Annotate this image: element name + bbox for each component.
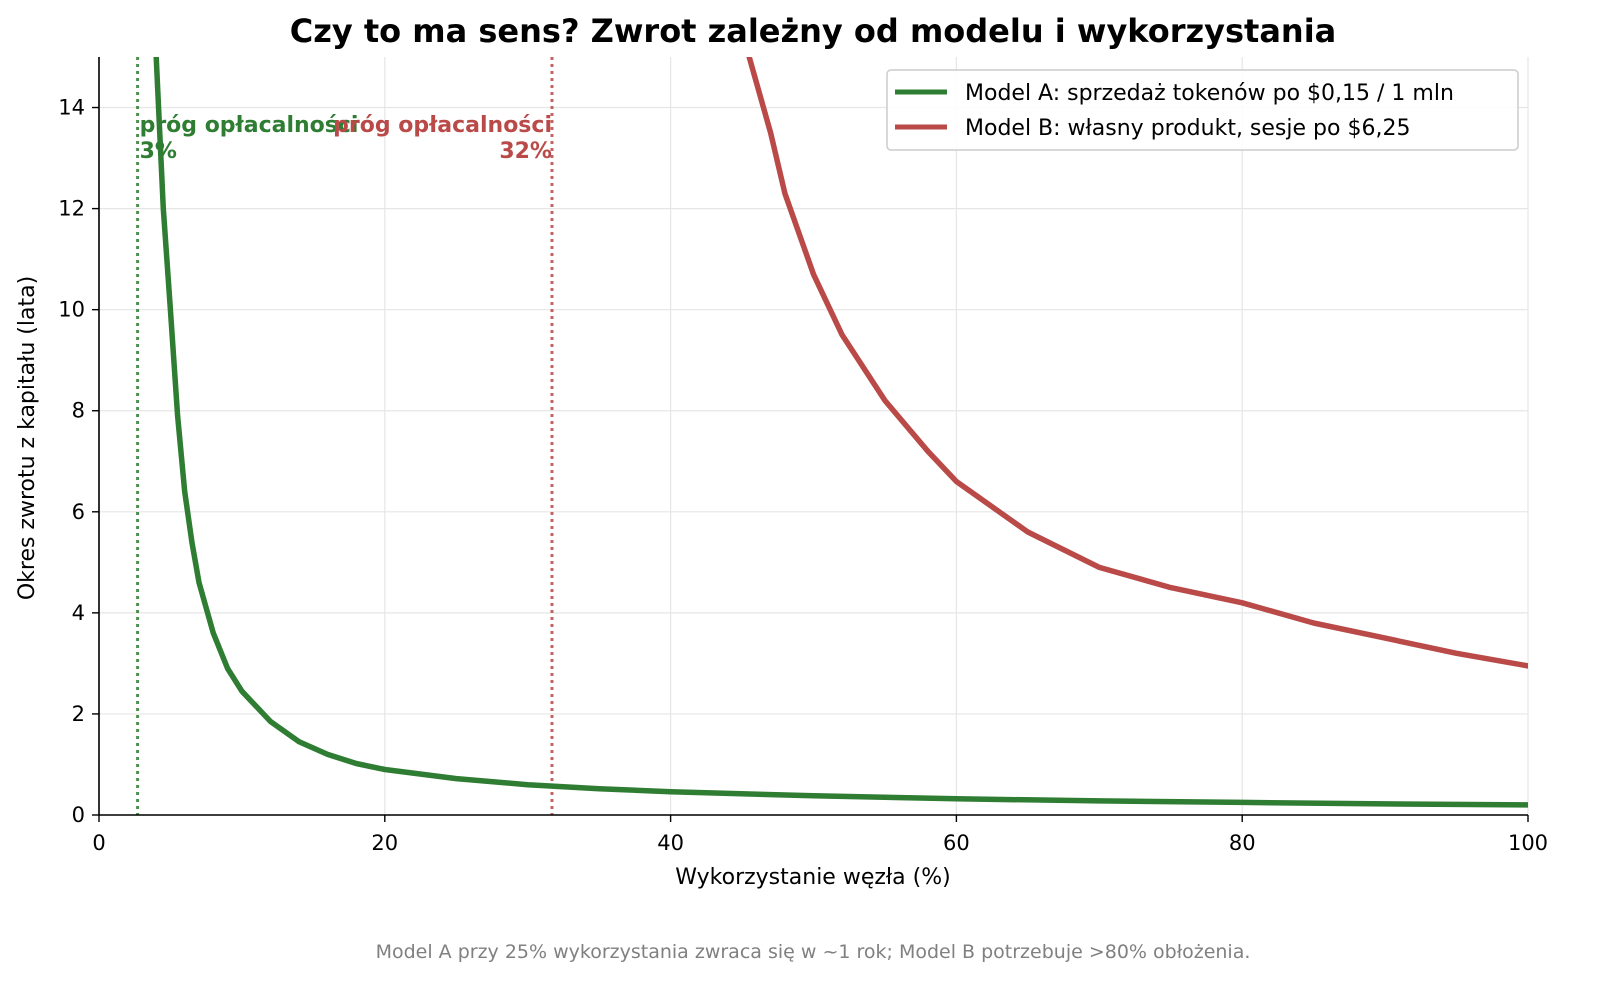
chart-caption: Model A przy 25% wykorzystania zwraca si… <box>376 941 1251 963</box>
y-tick-label: 8 <box>72 399 85 423</box>
threshold-value-1: 32% <box>499 139 552 164</box>
axes <box>98 57 1528 816</box>
y-tick-label: 0 <box>72 803 85 827</box>
x-tick-label: 80 <box>1229 831 1256 855</box>
threshold-lines <box>136 57 554 815</box>
legend: Model A: sprzedaż tokenów po $0,15 / 1 m… <box>886 69 1519 151</box>
y-tick-label: 12 <box>58 197 85 221</box>
ticks: 0 20 40 60 80 100 0 2 4 6 8 10 12 14 <box>58 96 1548 855</box>
x-tick-label: 100 <box>1508 831 1548 855</box>
threshold-label-1: próg opłacalności <box>333 113 552 138</box>
x-tick-label: 0 <box>92 831 105 855</box>
chart-title: Czy to ma sens? Zwrot zależny od modelu … <box>290 12 1337 50</box>
grid <box>98 57 1529 816</box>
y-tick-label: 2 <box>72 702 85 726</box>
x-axis-label: Wykorzystanie węzła (%) <box>675 865 950 890</box>
legend-label-model-b: Model B: własny produkt, sesje po $6,25 <box>965 116 1410 141</box>
x-tick-label: 40 <box>657 831 684 855</box>
y-axis-label: Okres zwrotu z kapitału (lata) <box>15 276 40 600</box>
y-tick-label: 14 <box>58 96 85 120</box>
series-line-0 <box>153 57 1528 808</box>
y-tick-label: 10 <box>58 298 85 322</box>
series-lines <box>153 57 1528 808</box>
x-tick-label: 60 <box>943 831 970 855</box>
x-tick-label: 20 <box>371 831 398 855</box>
y-tick-label: 4 <box>72 601 85 625</box>
series-line-1 <box>746 57 1528 669</box>
y-tick-label: 6 <box>72 500 85 524</box>
threshold-value-0: 3% <box>140 139 177 164</box>
threshold-label-0: próg opłacalności <box>140 113 359 138</box>
legend-frame <box>886 69 1519 151</box>
legend-label-model-a: Model A: sprzedaż tokenów po $0,15 / 1 m… <box>965 81 1454 106</box>
